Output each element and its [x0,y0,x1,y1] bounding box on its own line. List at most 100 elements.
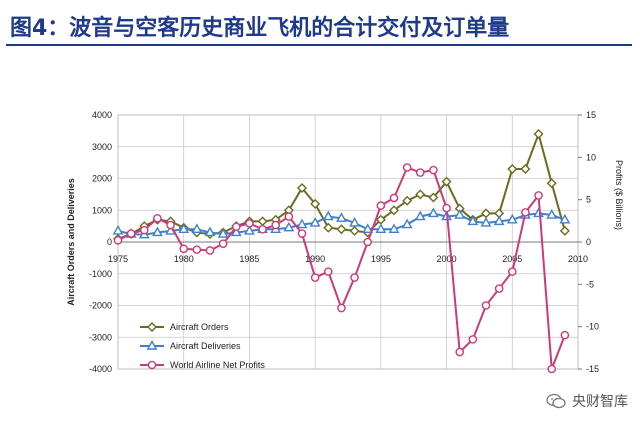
x-tick-label: 1980 [174,254,194,264]
y-tick-label: -2000 [89,301,112,311]
data-point-world-airline-net-profits [310,273,320,282]
data-point-aircraft-deliveries [375,223,387,234]
x-tick-label: 1990 [305,254,325,264]
data-point-aircraft-orders [402,195,413,206]
data-point-aircraft-deliveries [493,215,505,226]
y-tick-label: 2000 [92,174,112,184]
data-point-world-airline-net-profits [363,237,373,247]
y2-tick-label: 10 [586,152,596,162]
data-point-aircraft-deliveries [283,221,295,232]
data-point-world-airline-net-profits [245,219,254,228]
data-point-world-airline-net-profits [402,163,412,172]
data-point-world-airline-net-profits [350,273,359,282]
data-point-world-airline-net-profits [415,168,425,177]
data-point-aircraft-deliveries [428,207,439,218]
x-tick-label: 2010 [568,254,588,264]
legend-label-world-airline-net-profits: World Airline Net Profits [170,360,265,370]
data-point-aircraft-deliveries [546,209,558,219]
y-tick-label: 4000 [92,110,112,120]
data-point-world-airline-net-profits [153,213,162,223]
y-tick-label: -1000 [89,269,112,279]
legend-label-aircraft-deliveries: Aircraft Deliveries [170,341,241,351]
x-tick-label: 1975 [108,254,128,264]
data-point-aircraft-orders [389,205,399,216]
data-point-world-airline-net-profits [258,224,267,234]
legend-marker-aircraft-deliveries [146,340,158,350]
y2-tick-label: -5 [586,279,594,289]
y-tick-label: 0 [107,237,112,247]
data-point-aircraft-deliveries [217,228,229,238]
data-point-world-airline-net-profits [521,208,530,217]
data-point-world-airline-net-profits [337,303,346,313]
data-point-world-airline-net-profits [534,191,543,200]
legend-marker-world-airline-net-profits [147,360,157,370]
legend-label-aircraft-orders: Aircraft Orders [170,322,229,332]
data-point-world-airline-net-profits [323,267,333,276]
data-point-world-airline-net-profits [205,246,215,255]
data-point-aircraft-orders [323,222,334,233]
data-point-aircraft-deliveries [152,226,163,237]
data-point-world-airline-net-profits [192,245,202,254]
title-underline [6,44,632,46]
data-point-world-airline-net-profits [389,193,399,203]
data-point-world-airline-net-profits [297,229,307,238]
data-point-world-airline-net-profits [376,201,386,210]
data-point-world-airline-net-profits [179,244,189,254]
data-point-aircraft-deliveries [204,226,216,237]
data-point-world-airline-net-profits [218,239,228,248]
data-point-aircraft-deliveries [388,223,400,234]
data-point-aircraft-deliveries [362,223,374,234]
y-tick-label: -3000 [89,332,112,342]
data-point-world-airline-net-profits [468,335,478,344]
y-tick-label: 3000 [92,142,112,152]
y2-tick-label: 5 [586,195,591,205]
data-point-aircraft-deliveries [454,209,466,219]
data-point-world-airline-net-profits [481,301,491,310]
data-point-aircraft-deliveries [178,223,190,234]
data-point-world-airline-net-profits [271,220,281,230]
y-axis-title: Aircraft Orders and Deliveries [66,178,76,306]
y2-axis-title: Profits ($ Billions) [614,160,624,230]
data-point-world-airline-net-profits [284,212,294,221]
y-tick-label: 1000 [92,205,112,215]
data-point-aircraft-orders [441,176,452,187]
figure-title: 图4：波音与空客历史商业飞机的合计交付及订单量 [10,16,510,41]
x-tick-label: 2005 [502,254,522,264]
data-point-world-airline-net-profits [560,330,570,340]
data-point-aircraft-deliveries [506,213,518,224]
data-point-aircraft-deliveries [191,223,203,234]
data-point-aircraft-deliveries [559,213,571,224]
data-point-world-airline-net-profits [547,364,557,374]
x-tick-label: 2000 [437,254,457,264]
data-point-aircraft-orders [415,189,426,200]
y-tick-label: -4000 [89,364,112,374]
data-point-world-airline-net-profits [442,203,451,213]
data-point-aircraft-orders [546,178,557,189]
data-point-world-airline-net-profits [429,165,438,175]
data-point-world-airline-net-profits [455,347,465,357]
x-tick-label: 1995 [371,254,391,264]
y2-tick-label: 0 [586,237,591,247]
data-point-aircraft-deliveries [414,210,426,221]
data-point-aircraft-deliveries [349,217,360,227]
legend-marker-aircraft-orders [147,322,157,332]
data-point-aircraft-deliveries [322,210,334,221]
data-point-aircraft-orders [520,163,531,174]
data-point-aircraft-deliveries [244,224,255,235]
data-point-aircraft-deliveries [401,218,413,229]
data-point-world-airline-net-profits [113,236,123,245]
data-point-aircraft-deliveries [112,224,124,235]
data-point-aircraft-orders [310,198,321,209]
watermark: 央财智库 [546,391,628,411]
data-point-world-airline-net-profits [494,284,504,293]
data-point-aircraft-deliveries [309,217,321,227]
data-point-aircraft-deliveries [480,217,492,227]
wechat-icon [546,393,566,409]
data-point-aircraft-orders [533,129,544,140]
data-point-world-airline-net-profits [507,267,517,276]
data-point-aircraft-orders [336,224,347,235]
data-point-world-airline-net-profits [231,222,241,232]
watermark-text: 央财智库 [572,394,628,410]
data-point-aircraft-deliveries [296,218,308,229]
